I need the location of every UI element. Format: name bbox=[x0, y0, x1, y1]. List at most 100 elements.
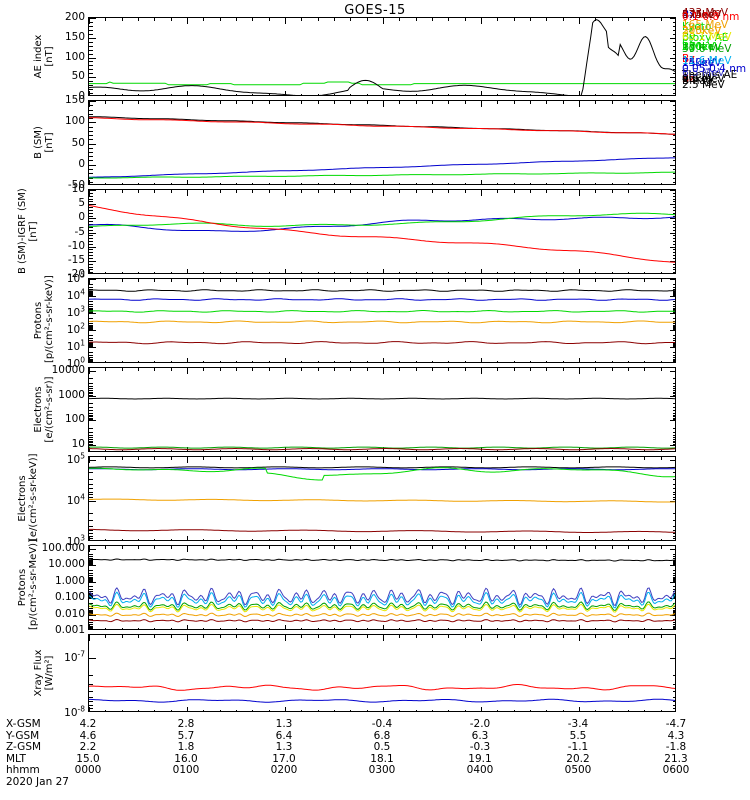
legend-entry: 150keV bbox=[682, 41, 722, 53]
ytick-label: 10 bbox=[71, 182, 85, 195]
legend-entry: 40keV bbox=[682, 73, 715, 85]
ytick-label: 100 bbox=[64, 50, 85, 63]
legend-entry: 575keV bbox=[682, 9, 722, 21]
y-axis-title: Xray Flux [W/m²] bbox=[33, 649, 55, 697]
series-by-igrf bbox=[89, 212, 675, 228]
legend-entry: 433 MeV bbox=[682, 7, 729, 19]
ytick-label: 103 bbox=[66, 533, 85, 548]
ytick-label: 0 bbox=[78, 157, 85, 170]
legend-entry: 300keV bbox=[682, 25, 722, 37]
y-axis-title: B (SM)-IGRF (SM) [nT] bbox=[17, 188, 39, 274]
panel-ae-index bbox=[88, 17, 676, 96]
ytick-label: 100 bbox=[64, 115, 85, 127]
series-protons-165mev bbox=[89, 612, 675, 618]
axis-tick-value: 0300 bbox=[368, 764, 396, 776]
axis-tick-value: 19.1 bbox=[468, 752, 492, 765]
ytick-label: 105 bbox=[66, 270, 85, 285]
legend-entry: Themis AE bbox=[682, 69, 738, 81]
y-axis-title: B (SM) [nT] bbox=[33, 126, 55, 159]
axis-tick-value: -0.4 bbox=[371, 718, 393, 730]
ytick-label: 0.100 bbox=[54, 590, 85, 603]
series-protons-575kev bbox=[89, 341, 675, 345]
y-axis-title: Protons [p/(cm²-s-sr-keV)] bbox=[33, 275, 55, 363]
ytick-label: -10 bbox=[67, 239, 85, 252]
ytick-label: 0.010 bbox=[54, 607, 85, 620]
panel-b-sm-igrf bbox=[88, 189, 676, 274]
series-xray-0p1-0p8nm bbox=[89, 684, 675, 691]
axis-tick-value: 1.8 bbox=[177, 741, 195, 753]
series-electrons-0p6mev bbox=[89, 397, 675, 400]
legend-entry: Bx bbox=[682, 9, 696, 21]
legend-entry: By bbox=[682, 31, 696, 43]
series-electrons-4mev bbox=[89, 448, 675, 451]
legend-entry: 75keV bbox=[682, 57, 715, 69]
ytick-label: 150 bbox=[64, 93, 85, 106]
axis-tick-value: 1.3 bbox=[275, 718, 293, 730]
ytick-label: 10 bbox=[71, 437, 85, 450]
legend-entry: 63.1 MeV bbox=[682, 31, 732, 43]
axis-tick-value: -1.8 bbox=[665, 741, 687, 753]
series-protons-6p5mev bbox=[89, 587, 675, 607]
series-themis-ae bbox=[89, 19, 675, 95]
legend-entry: 165 MeV bbox=[682, 19, 729, 31]
y-axis-title: Electrons [e/(cm²-s-sr-keV)] bbox=[17, 453, 39, 541]
series-by bbox=[89, 171, 675, 179]
ytick-label: 103 bbox=[66, 304, 85, 319]
legend-entry: 0.1-0.8 nm bbox=[682, 11, 740, 23]
series-protons-140kev bbox=[89, 298, 675, 301]
axis-tick-value: 5.5 bbox=[569, 729, 587, 742]
ytick-label: 150 bbox=[64, 30, 85, 43]
ytick-label: 104 bbox=[66, 492, 85, 507]
legend-entry: 95keV bbox=[682, 73, 715, 85]
axis-tick-value: 0500 bbox=[564, 764, 592, 776]
series-electrons-475kev bbox=[89, 528, 675, 533]
axis-tick-value: 20.2 bbox=[566, 752, 590, 765]
legend-entry: 6.5 MeV bbox=[682, 67, 725, 79]
y-axis-title: Protons [p/(cm²-s-sr-MeV)] bbox=[17, 539, 39, 630]
panel-electrons-mev bbox=[88, 367, 676, 452]
axis-tick-value: -0.3 bbox=[469, 741, 491, 753]
series-xray-0p05-0p4nm bbox=[89, 698, 675, 703]
series-kyoto-proxy-ae bbox=[89, 81, 675, 86]
y-axis-title: AE index [nT] bbox=[33, 34, 55, 79]
ytick-label: 1.000 bbox=[54, 574, 85, 587]
series-electrons-150kev bbox=[89, 467, 675, 481]
axis-tick-value: 2.2 bbox=[79, 741, 97, 753]
axis-tick-value: 18.1 bbox=[370, 752, 394, 765]
legend-entry: 2.5 MeV bbox=[682, 79, 725, 91]
axis-tick-value: -2.0 bbox=[469, 718, 491, 730]
ytick-label: 10-7 bbox=[64, 649, 85, 665]
series-protons-95kev bbox=[89, 289, 675, 292]
ytick-label: 200 bbox=[64, 10, 85, 23]
legend-entry: 0.6 MeV bbox=[682, 73, 725, 85]
panel-xray-flux bbox=[88, 634, 676, 712]
series-bx bbox=[89, 157, 675, 178]
series-protons-30p6mev bbox=[89, 601, 675, 611]
axis-row-label: Z-GSM bbox=[6, 741, 42, 753]
panel-b-sm bbox=[88, 100, 676, 185]
ytick-label: -15 bbox=[67, 253, 85, 266]
legend-entry: Bz bbox=[682, 53, 695, 65]
axis-tick-value: 0400 bbox=[466, 764, 494, 776]
axis-tick-value: 6.3 bbox=[471, 729, 489, 742]
series-electrons-275kev bbox=[89, 498, 675, 503]
axis-row-label: MLT bbox=[6, 752, 26, 765]
series-protons-2p5mev bbox=[89, 558, 675, 562]
ytick-label: 10.000 bbox=[48, 557, 85, 570]
axis-tick-value: 6.8 bbox=[373, 729, 391, 742]
y-axis-title: Electrons [e/(cm²-s-sr)] bbox=[33, 376, 55, 443]
ytick-label: 104 bbox=[66, 287, 85, 302]
axis-tick-value: -4.7 bbox=[665, 718, 687, 730]
axis-row-label: X-GSM bbox=[6, 718, 41, 730]
axis-tick-value: 0100 bbox=[172, 764, 200, 776]
panel-protons-kev bbox=[88, 278, 676, 363]
axis-tick-value: 0000 bbox=[74, 764, 102, 776]
ytick-label: 10-8 bbox=[64, 704, 85, 719]
ytick-label: 10000 bbox=[51, 363, 85, 376]
series-electrons-40kev bbox=[89, 466, 675, 469]
legend-entry: Bmag bbox=[682, 75, 713, 87]
series-electrons-2mev bbox=[89, 446, 675, 449]
ytick-label: 100 bbox=[64, 412, 85, 425]
date-label: 2020 Jan 27 bbox=[6, 775, 69, 788]
